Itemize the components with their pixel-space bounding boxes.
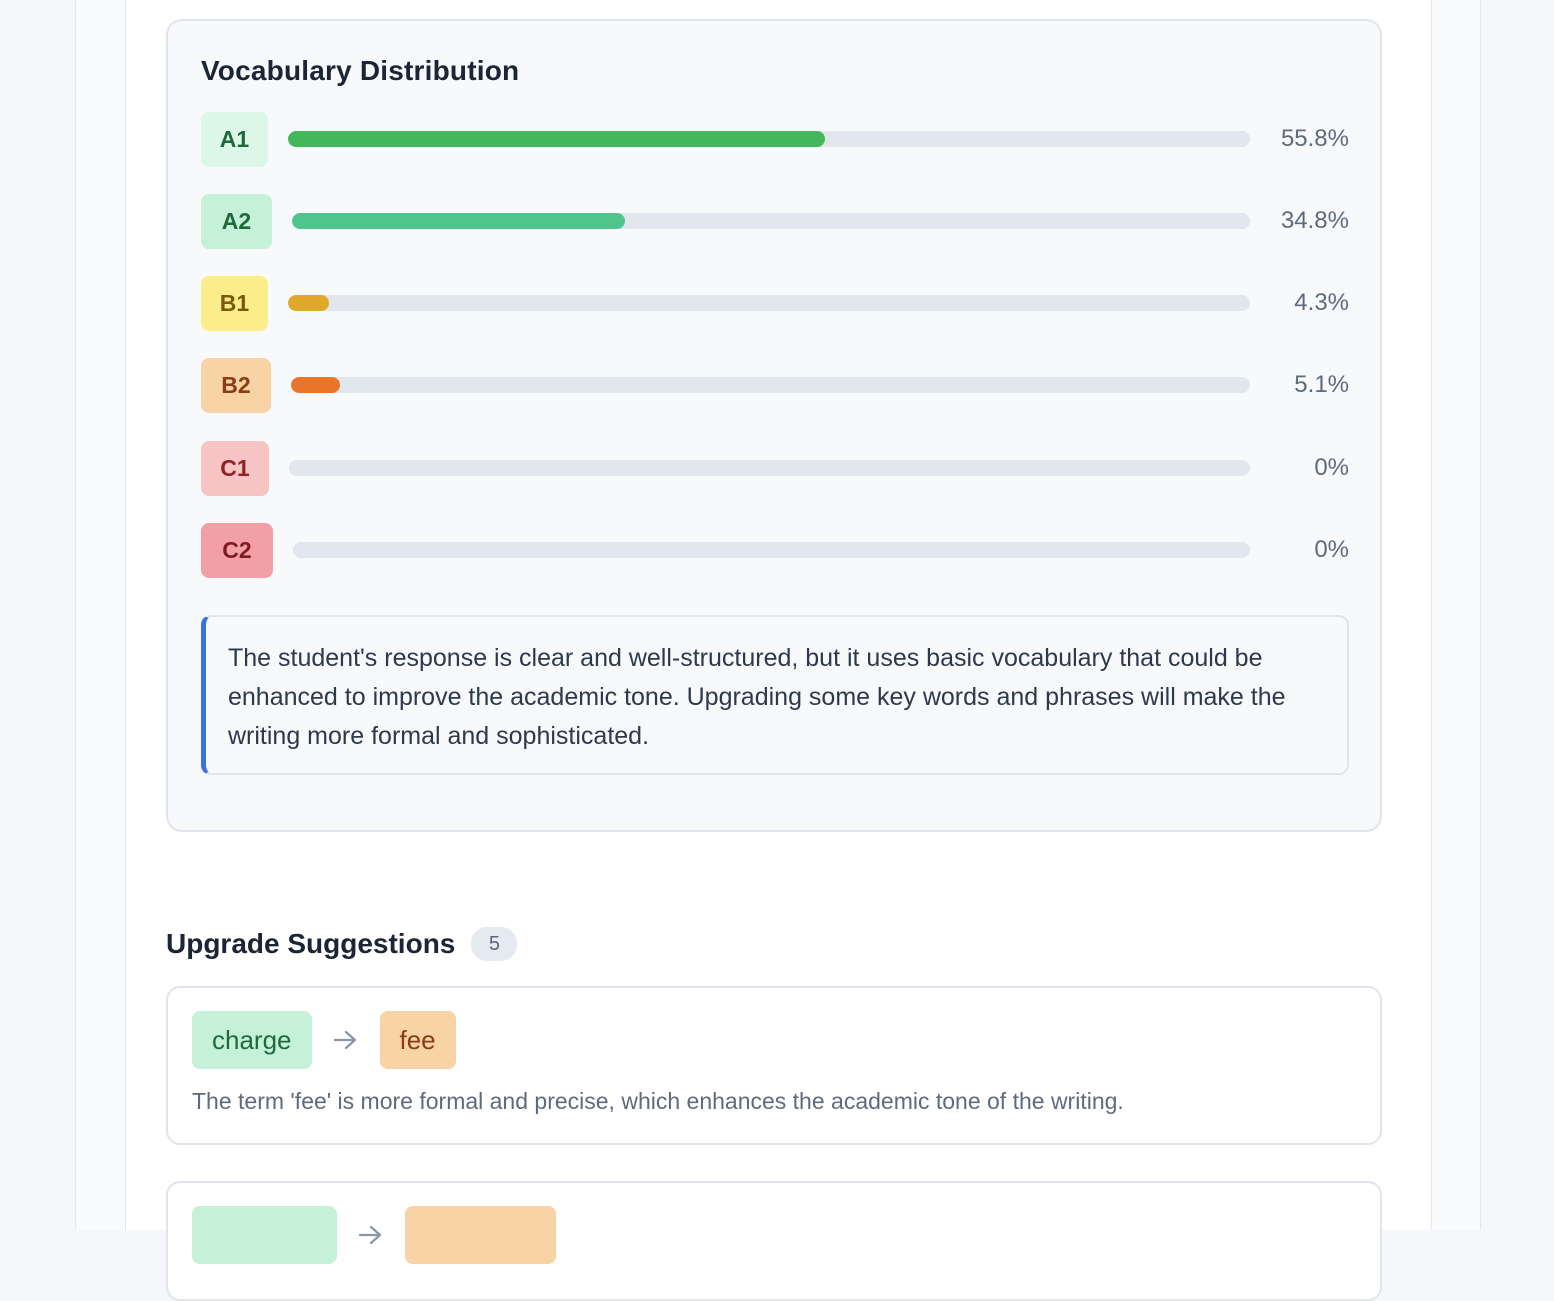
- vocabulary-distribution-card: Vocabulary Distribution A1 55.8% A2 34.8…: [166, 19, 1382, 832]
- level-percent: 34.8%: [1280, 207, 1349, 234]
- upgrade-suggestions-title: Upgrade Suggestions: [166, 928, 456, 959]
- level-badge-a2: A2: [201, 194, 272, 249]
- level-row-b1: B1 4.3%: [201, 276, 1349, 332]
- level-percent: 0%: [1314, 536, 1349, 563]
- level-percent: 4.3%: [1294, 289, 1349, 316]
- level-row-a2: A2 34.8%: [201, 194, 1349, 250]
- vocabulary-distribution-title: Vocabulary Distribution: [201, 55, 520, 86]
- level-percent: 0%: [1314, 454, 1349, 481]
- level-badge-c1: C1: [201, 441, 269, 496]
- original-word: [192, 1206, 337, 1264]
- level-bar-fill: [288, 295, 330, 311]
- arrow-right-icon: [312, 1029, 380, 1051]
- suggested-word: [405, 1206, 556, 1264]
- level-bar-track: [288, 131, 1250, 147]
- vocabulary-summary: The student's response is clear and well…: [201, 615, 1349, 775]
- suggestion-word-pair: charge fee: [192, 1011, 456, 1069]
- suggestions-count-badge: 5: [471, 927, 518, 961]
- suggestion-reason: The term 'fee' is more formal and precis…: [192, 1088, 1124, 1114]
- level-row-b2: B2 5.1%: [201, 358, 1349, 414]
- level-row-c1: C1 0%: [201, 441, 1349, 497]
- level-row-c2: C2 0%: [201, 523, 1349, 579]
- level-bar-track: [292, 213, 1250, 229]
- level-bar-track: [288, 295, 1250, 311]
- suggestion-word-pair: [192, 1206, 556, 1264]
- level-percent: 55.8%: [1280, 125, 1349, 152]
- suggestion-card: charge fee The term 'fee' is more formal…: [166, 986, 1382, 1145]
- level-bar-fill: [291, 377, 340, 393]
- level-bar-track: [289, 460, 1250, 476]
- arrow-right-icon: [337, 1224, 405, 1246]
- level-bar-fill: [292, 213, 626, 229]
- suggestion-card-partial: [166, 1181, 1382, 1301]
- upgrade-suggestions-header: Upgrade Suggestions 5: [166, 927, 518, 961]
- level-percent: 5.1%: [1294, 371, 1349, 398]
- level-bar-fill: [288, 131, 825, 147]
- level-badge-b2: B2: [201, 358, 271, 413]
- level-badge-a1: A1: [201, 112, 268, 167]
- level-bar-track: [291, 377, 1250, 393]
- level-bar-track: [293, 542, 1250, 558]
- original-word: charge: [192, 1011, 312, 1069]
- level-badge-b1: B1: [201, 276, 268, 331]
- level-badge-c2: C2: [201, 523, 273, 578]
- level-row-a1: A1 55.8%: [201, 112, 1349, 168]
- suggested-word: fee: [379, 1011, 456, 1069]
